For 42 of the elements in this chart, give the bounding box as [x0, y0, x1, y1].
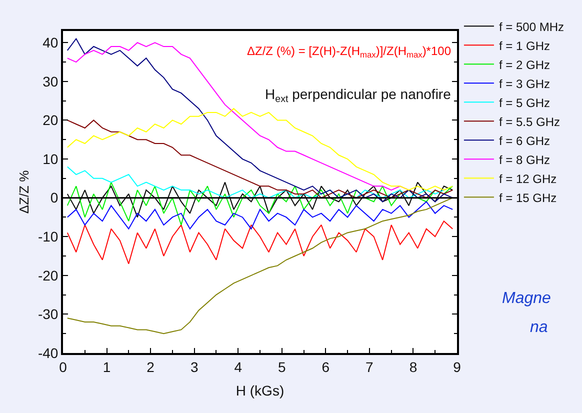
y-axis-title: ΔZ/Z %: [16, 170, 32, 214]
text: na: [530, 319, 548, 336]
x-axis-title: H (kGs): [236, 382, 284, 399]
x-tick-label: 1: [102, 358, 111, 375]
line-series: [66, 182, 454, 226]
legend-label: f = 6 GHz: [498, 134, 550, 148]
legend-label: f = 500 MHz: [498, 20, 564, 34]
y-tick-label: -10: [38, 228, 58, 245]
x-tick-label: 3: [190, 358, 198, 375]
y-tick-label: 30: [42, 73, 58, 90]
legend-label: f = 5.5 GHz: [498, 114, 560, 129]
annotation: H$_{ext}$ perpendicular pe nanofire: [265, 86, 452, 105]
y-tick-label: -40: [38, 344, 58, 361]
line-series: [66, 197, 454, 334]
y-tick-label: 10: [42, 150, 58, 167]
y-tick-label: 0: [50, 190, 58, 206]
x-tick-label: 5: [278, 358, 286, 375]
y-tick-label: -20: [38, 267, 58, 284]
legend-label: f = 3 GHz: [498, 76, 550, 91]
line-series: [66, 108, 454, 191]
annotation: ΔZ/Z (%) = [Z(H)-Z(H$_{max}$)]/Z(H$_{max}$)*100: [247, 44, 452, 60]
line-series: [66, 38, 454, 202]
y-tick-label: 40: [42, 34, 58, 51]
legend-label: f = 15 GHz: [498, 190, 557, 205]
line-series: [66, 182, 454, 218]
legend-label: f = 8 GHz: [498, 152, 550, 167]
line-series: [66, 201, 454, 230]
y-tick-label: 20: [42, 112, 58, 128]
x-tick-label: 2: [146, 358, 155, 375]
legend-label: f = 12 GHz: [498, 172, 557, 186]
x-tick-label: 8: [409, 358, 418, 375]
text: Magne: [502, 290, 552, 307]
line-series: [66, 220, 454, 264]
x-tick-label: 9: [453, 358, 462, 375]
x-tick-label: 6: [322, 358, 330, 375]
legend-label: f = 2 GHz: [498, 58, 550, 72]
line-series: [66, 120, 454, 198]
x-tick-label: 4: [234, 358, 242, 375]
legend-label: f = 5 GHz: [498, 96, 550, 110]
x-tick-label: 7: [366, 358, 374, 375]
y-tick-label: -30: [38, 306, 58, 322]
legend-label: f = 1 GHz: [498, 38, 550, 53]
